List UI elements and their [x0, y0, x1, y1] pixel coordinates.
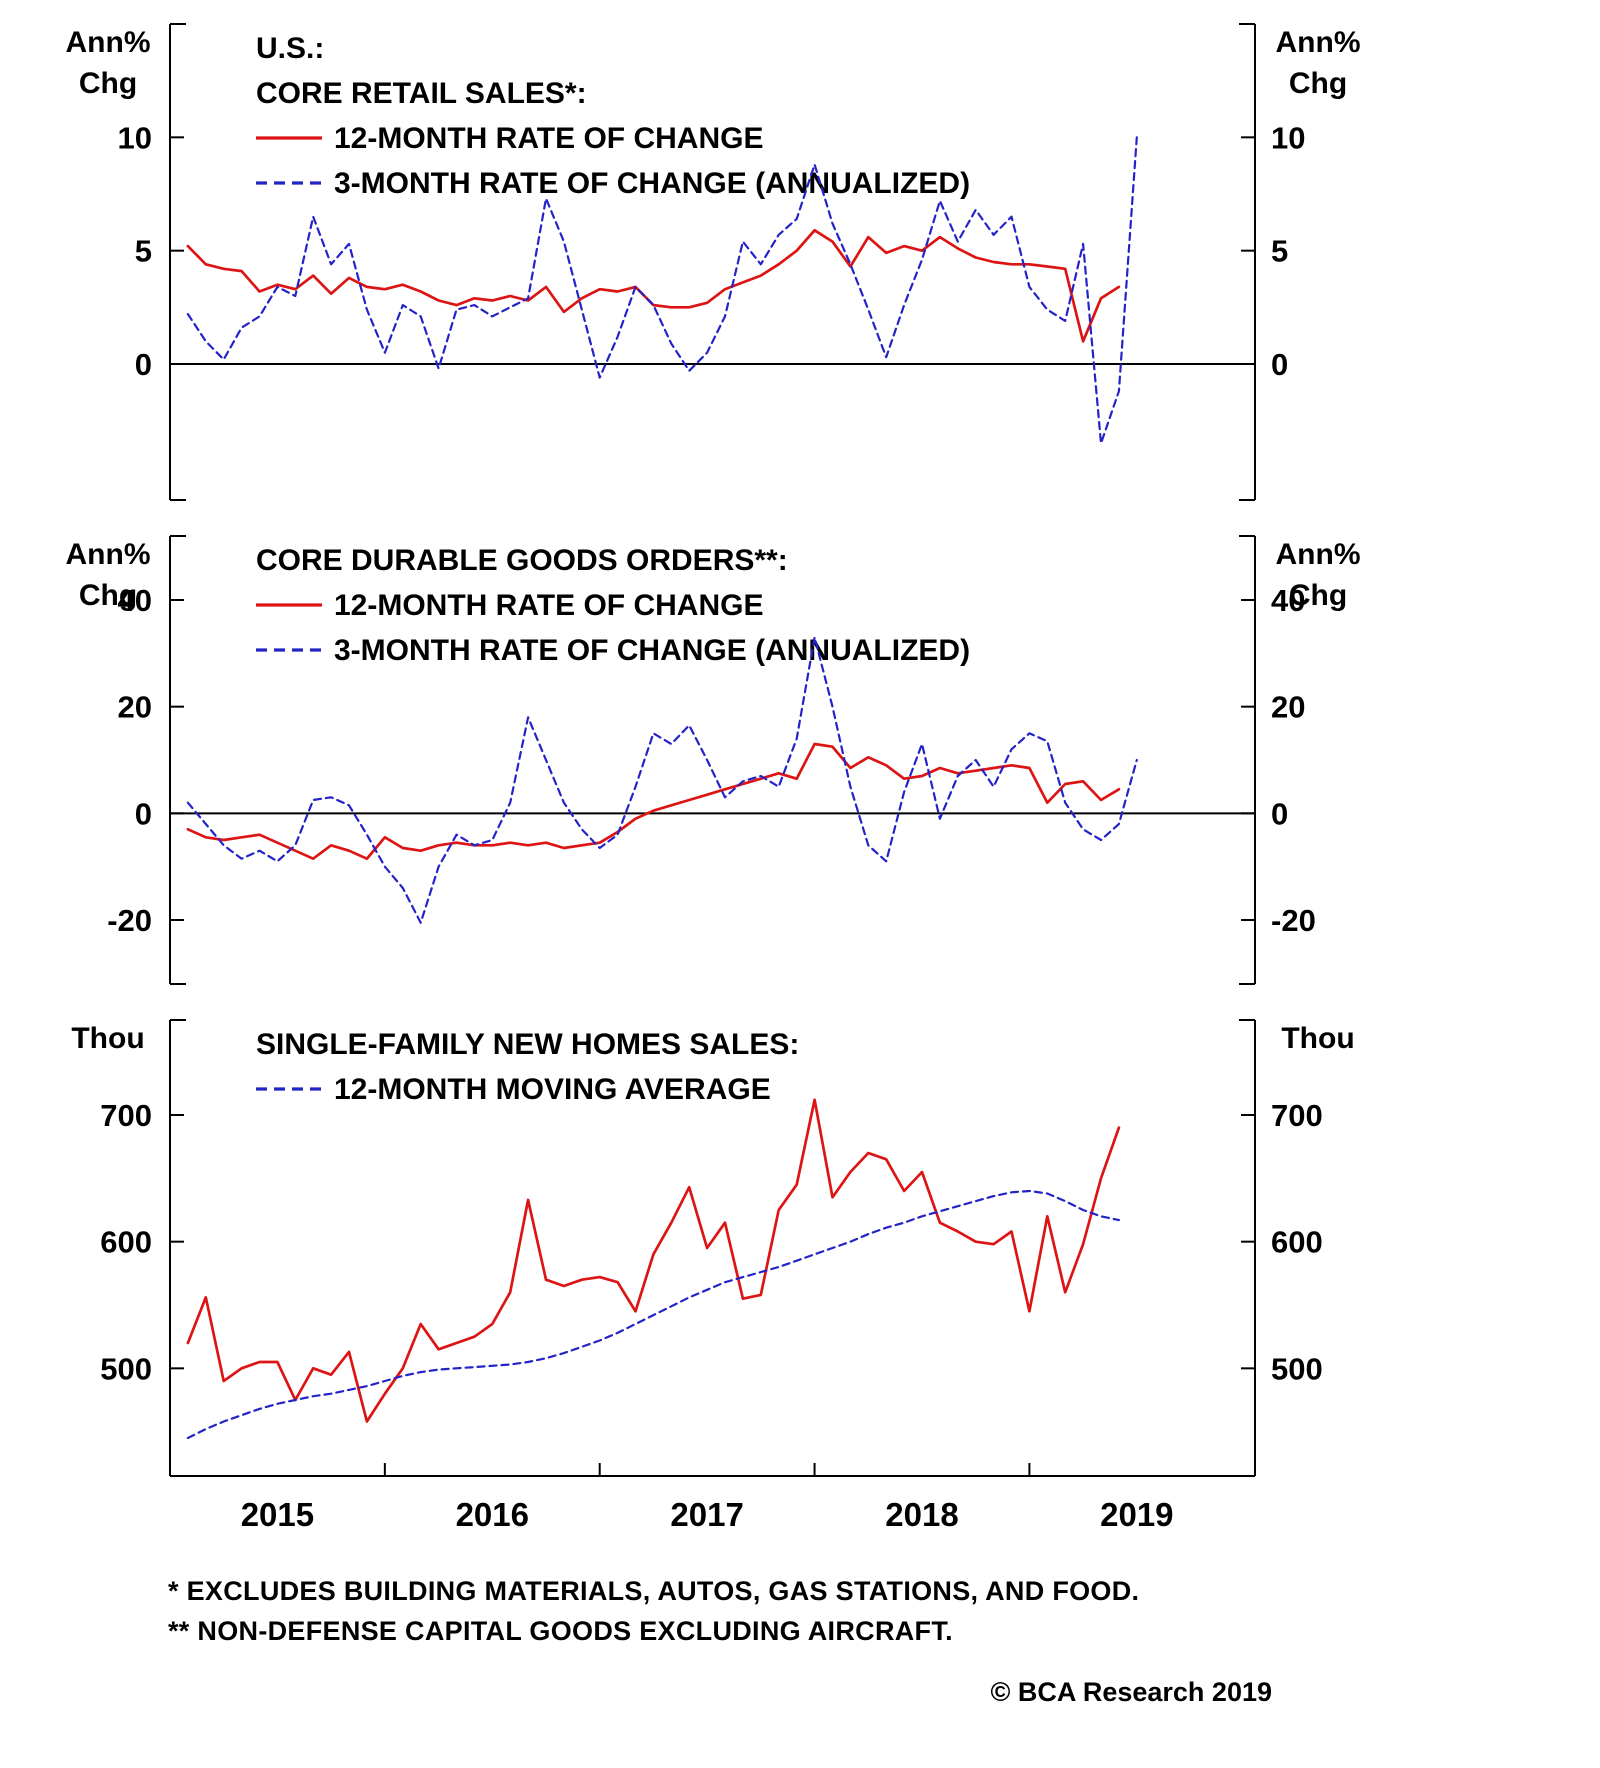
y-tick-label-left: 700	[100, 1098, 152, 1133]
y-tick-label-right: 20	[1271, 690, 1305, 725]
y-tick-label-right: -20	[1271, 903, 1316, 938]
y-unit-label-left: Thou	[71, 1022, 144, 1055]
y-unit-label-right: Ann%	[1276, 538, 1361, 571]
y-tick-label-left: 0	[135, 796, 152, 831]
y-unit-label-left: Ann%	[66, 538, 151, 571]
footnotes: * EXCLUDES BUILDING MATERIALS, AUTOS, GA…	[168, 1571, 1600, 1651]
panel-title: U.S.:	[256, 32, 324, 65]
y-tick-label-left: 5	[135, 234, 152, 269]
panel-new-home-sales: 2015 2016 2017 2018 2019 500 500 600 600 700 700 Th…	[0, 1006, 1600, 1551]
y-tick-label-right: 0	[1271, 796, 1288, 831]
panel-core-retail-sales-svg: 0 0 5 5 10 10 Ann% Ann% Chg Chg U.S.: CORE RETAIL S…	[66, 23, 1361, 501]
legend-label: 3-MONTH RATE OF CHANGE (ANNUALIZED)	[334, 634, 970, 667]
panel-new-home-sales-svg: 2015 2016 2017 2018 2019 500 500 600 600 700 700 Th…	[71, 1019, 1355, 1533]
series-3-month-rate-of-change-annualized-line	[186, 636, 1138, 924]
x-year-label: 2015	[241, 1496, 314, 1533]
panel-title: CORE DURABLE GOODS ORDERS**:	[256, 544, 788, 577]
y-tick-label-right: 600	[1271, 1225, 1323, 1260]
y-tick-label-left: 600	[100, 1225, 152, 1260]
y-tick-label-left: 10	[118, 120, 152, 155]
y-tick-label-left: 500	[100, 1351, 152, 1386]
panel-title: SINGLE-FAMILY NEW HOMES SALES:	[256, 1028, 799, 1061]
y-unit-label-right: Ann%	[1276, 26, 1361, 59]
y-tick-label-right: 5	[1271, 234, 1288, 269]
y-tick-label-right: 0	[1271, 347, 1288, 382]
y-unit-label-left: Ann%	[66, 26, 151, 59]
panel-core-durable-goods-orders-svg: -20 -20 0 0 20 20 40 40 Ann% Ann% Chg Chg CORE DURAB…	[66, 535, 1361, 985]
legend-label: 12-MONTH RATE OF CHANGE	[334, 589, 763, 622]
y-tick-label-right: 10	[1271, 120, 1305, 155]
y-tick-label-left: 0	[135, 347, 152, 382]
series-12-month-moving-average-line	[186, 1189, 1121, 1440]
series-12-month-rate-of-change-line	[186, 228, 1121, 343]
y-tick-label-left: 20	[118, 690, 152, 725]
y-unit-label-right: Chg	[1289, 579, 1347, 612]
legend-label: 12-MONTH MOVING AVERAGE	[334, 1073, 771, 1106]
x-year-label: 2018	[885, 1496, 958, 1533]
page-root: { "page": { "footnotes": [ "* EXCLUDES B…	[0, 10, 1600, 1768]
y-unit-label-right: Chg	[1289, 67, 1347, 100]
legend-label: 12-MONTH RATE OF CHANGE	[334, 122, 763, 155]
panel-core-retail-sales: 0 0 5 5 10 10 Ann% Ann% Chg Chg U.S.: CORE RETAIL S…	[0, 10, 1600, 510]
footnote-asterisk: * EXCLUDES BUILDING MATERIALS, AUTOS, GA…	[168, 1576, 1140, 1606]
series-single-family-new-homes-sales-line	[186, 1098, 1121, 1423]
x-year-label: 2017	[670, 1496, 743, 1533]
copyright: © BCA Research 2019	[990, 1677, 1272, 1707]
y-unit-label-right: Thou	[1281, 1022, 1354, 1055]
x-year-label: 2019	[1100, 1496, 1173, 1533]
panel-title: CORE RETAIL SALES*:	[256, 77, 587, 110]
series-3-month-rate-of-change-annualized-line	[186, 136, 1138, 445]
legend-label: 3-MONTH RATE OF CHANGE (ANNUALIZED)	[334, 167, 970, 200]
x-year-label: 2016	[456, 1496, 529, 1533]
y-tick-label-right: 500	[1271, 1351, 1323, 1386]
y-unit-label-left: Chg	[79, 579, 137, 612]
y-tick-label-left: -20	[107, 903, 152, 938]
series-12-month-rate-of-change-line	[186, 742, 1121, 861]
y-tick-label-left: 40	[118, 583, 152, 618]
y-tick-label-right: 40	[1271, 583, 1305, 618]
panel-core-durable-goods-orders: -20 -20 0 0 20 20 40 40 Ann% Ann% Chg Chg CORE DURAB…	[0, 522, 1600, 994]
y-tick-label-right: 700	[1271, 1098, 1323, 1133]
y-unit-label-left: Chg	[79, 67, 137, 100]
footnote-double-asterisk: ** NON-DEFENSE CAPITAL GOODS EXCLUDING A…	[168, 1616, 953, 1646]
